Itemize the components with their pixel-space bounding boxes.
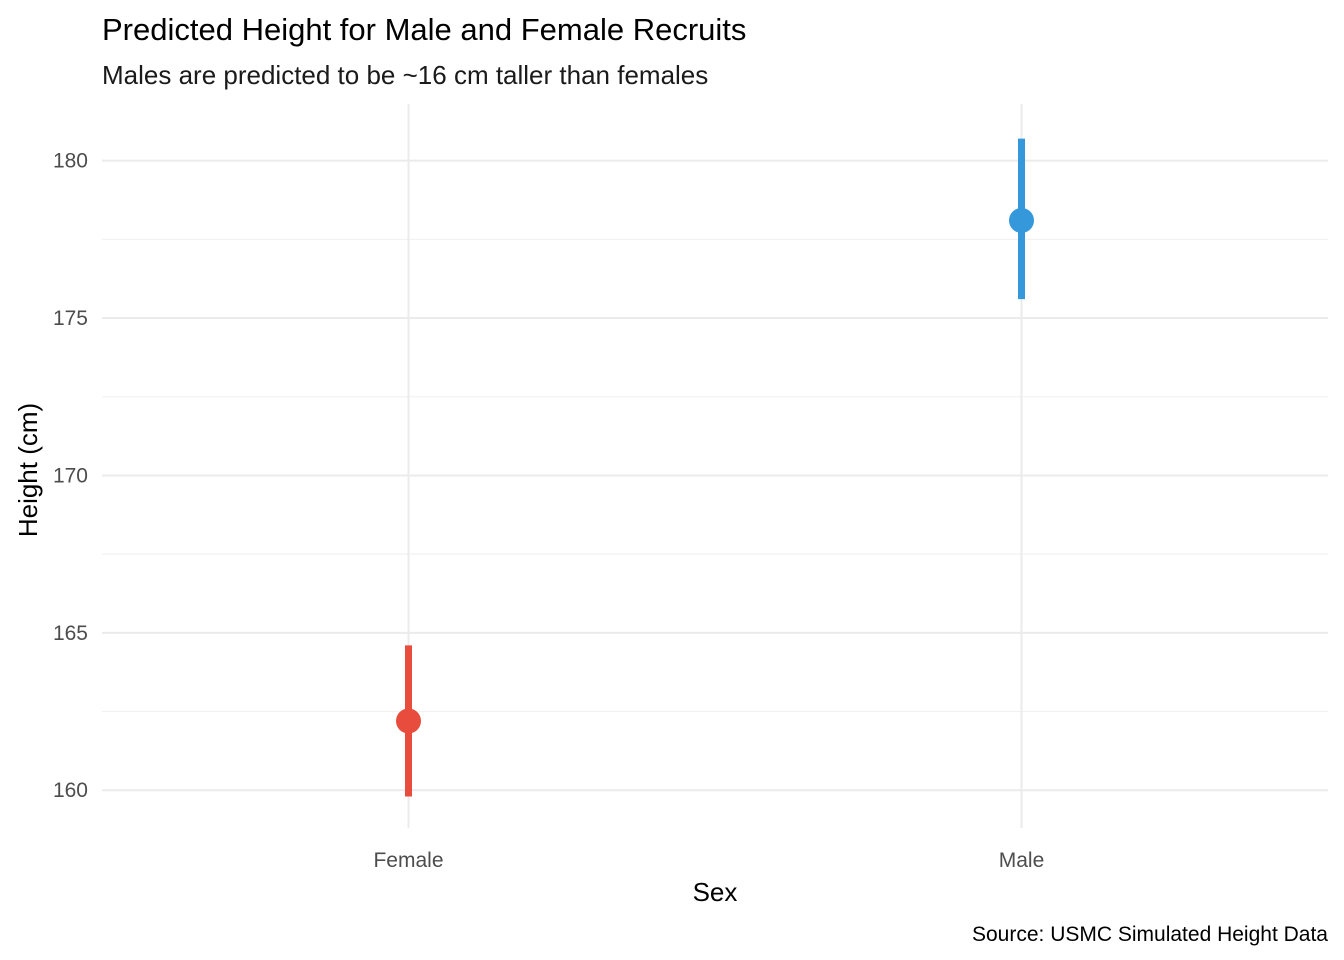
point-estimate-female <box>396 708 421 734</box>
y-tick-label: 165 <box>53 622 88 645</box>
chart-subtitle: Males are predicted to be ~16 cm taller … <box>102 60 708 90</box>
grid <box>102 104 1328 828</box>
point-estimate-male <box>1009 207 1034 233</box>
y-tick-label: 160 <box>53 779 88 802</box>
chart-title: Predicted Height for Male and Female Rec… <box>102 12 746 47</box>
x-tick-label: Male <box>999 849 1045 872</box>
y-tick-label: 175 <box>53 307 88 330</box>
y-tick-label: 170 <box>53 464 88 487</box>
x-axis-title: Sex <box>693 877 738 907</box>
y-axis-title: Height (cm) <box>13 403 43 537</box>
y-tick-label: 180 <box>53 150 88 173</box>
point-ranges <box>396 138 1034 797</box>
y-axis-ticks: 160 165 170 175 180 <box>53 150 88 803</box>
chart-caption: Source: USMC Simulated Height Data <box>972 923 1328 946</box>
x-axis-ticks: Female Male <box>373 849 1044 872</box>
x-tick-label: Female <box>373 849 443 872</box>
